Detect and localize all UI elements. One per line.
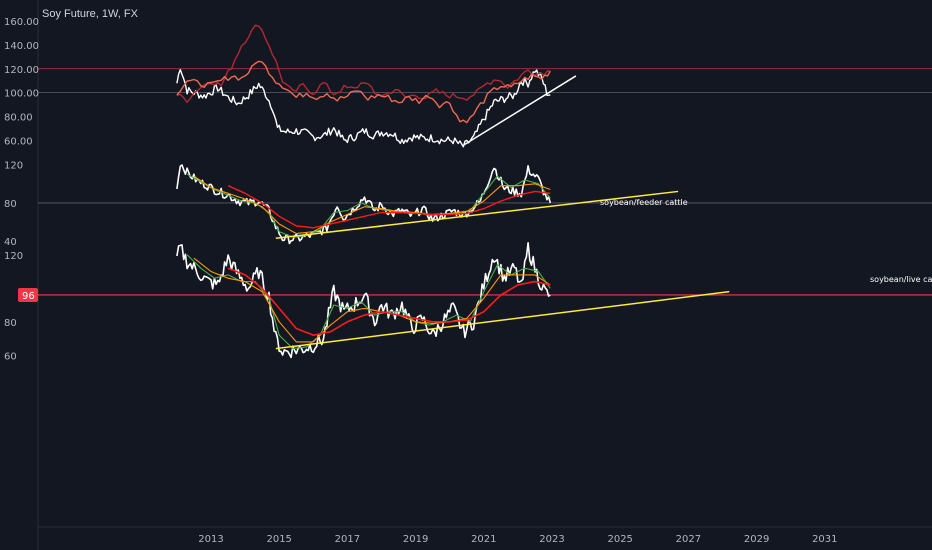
y-tick-label-pane1: 160.00: [4, 17, 39, 28]
chart-title: Soy Future, 1W, FX: [42, 8, 139, 20]
y-tick-label-pane3: 60: [4, 351, 17, 362]
series-line-pane2-4: [227, 185, 551, 229]
series-line-pane1-2: [176, 24, 551, 104]
x-tick-label: 2029: [744, 534, 769, 545]
trend-line-pane2: [275, 190, 679, 240]
x-tick-label: 2027: [676, 534, 701, 545]
x-tick-label: 2031: [812, 534, 837, 545]
series-line-pane1-1: [176, 68, 551, 148]
trend-line-pane3: [275, 290, 730, 350]
series-line-pane3-3: [193, 257, 551, 343]
annotation-pane3: soybean/live cattle: [870, 275, 932, 284]
series-line-pane1-3: [176, 60, 551, 124]
y-tick-label-pane3: 120: [4, 251, 23, 262]
price-badge-label: 96: [22, 291, 35, 302]
y-tick-label-pane1: 80.00: [4, 113, 33, 124]
y-tick-label-pane1: 120.00: [4, 65, 39, 76]
series-line-pane3-2: [186, 254, 551, 350]
y-tick-label-pane2: 120: [4, 161, 23, 172]
x-tick-label: 2019: [403, 534, 428, 545]
series-line-pane3-1: [176, 242, 551, 359]
trend-line-pane1: [462, 75, 577, 146]
x-tick-label: 2017: [335, 534, 360, 545]
y-tick-label-pane1: 140.00: [4, 41, 39, 52]
x-tick-label: 2013: [198, 534, 223, 545]
axis-labels-layer: 160.00 140.00 120.00 100.00 80.00 60.00 120 80 4…: [4, 17, 838, 545]
x-tick-label: 2021: [471, 534, 496, 545]
price-badge: [18, 287, 38, 302]
annotation-pane2: soybean/feeder cattle: [600, 198, 688, 207]
x-tick-label: 2015: [266, 534, 291, 545]
annotations-layer: soybean/feeder cattle soybean/live cattle…: [18, 198, 932, 302]
series-line-pane2-1: [176, 164, 552, 245]
series-line-pane2-3: [193, 175, 551, 235]
y-tick-label-pane2: 40: [4, 237, 17, 248]
x-tick-label: 2023: [539, 534, 564, 545]
y-tick-label-pane1: 100.00: [4, 89, 39, 100]
y-tick-label-pane1: 60.00: [4, 136, 33, 147]
trend-lines-layer: [275, 75, 730, 350]
x-tick-label: 2025: [607, 534, 632, 545]
series-layer: [176, 24, 552, 359]
y-tick-label-pane2: 80: [4, 199, 17, 210]
series-line-pane2-2: [186, 173, 551, 238]
series-line-pane3-4: [227, 267, 551, 337]
y-tick-label-pane3: 80: [4, 318, 17, 329]
